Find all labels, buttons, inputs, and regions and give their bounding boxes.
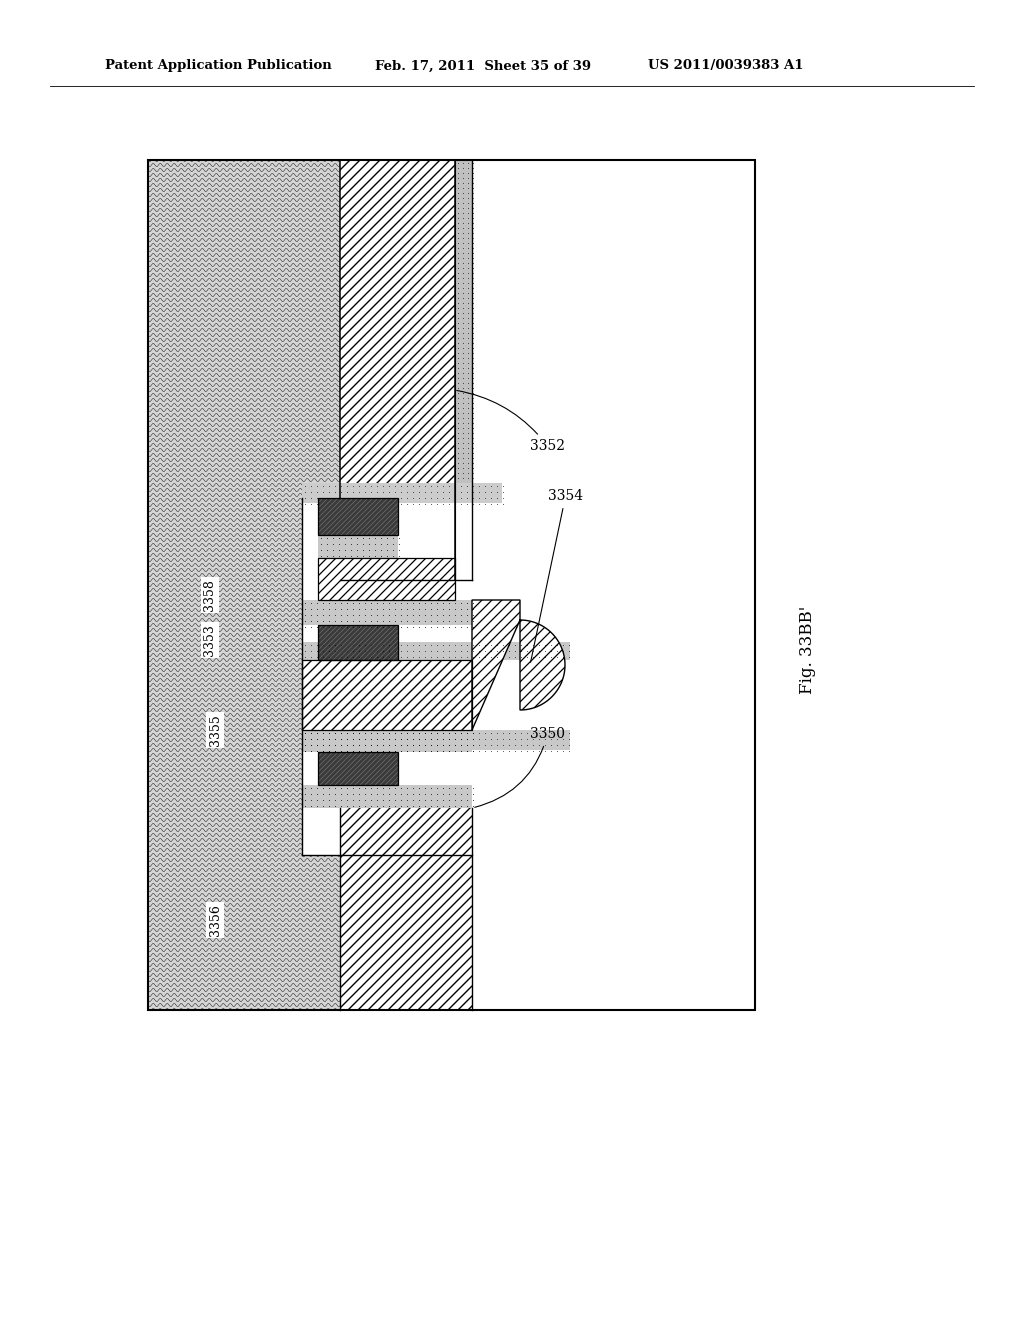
Bar [318,624,398,660]
Bar [455,160,472,579]
Bar [318,498,398,535]
Text: 3350: 3350 [475,727,565,808]
Bar [148,160,340,1010]
Bar [318,752,398,785]
Text: US 2011/0039383 A1: US 2011/0039383 A1 [648,59,804,73]
Bar [302,730,472,752]
Bar [318,558,455,601]
Bar [340,160,455,579]
Bar [302,660,472,730]
Bar [148,160,755,1010]
Bar [340,808,472,1010]
Text: Patent Application Publication: Patent Application Publication [105,59,332,73]
Bar [318,535,398,558]
Text: 3356: 3356 [209,904,221,936]
Bar [302,730,570,750]
Bar [318,498,398,535]
Text: Fig. 33BB': Fig. 33BB' [800,606,816,694]
Text: Feb. 17, 2011  Sheet 35 of 39: Feb. 17, 2011 Sheet 35 of 39 [375,59,591,73]
Bar [148,160,755,1010]
Text: 3358: 3358 [204,579,216,611]
Bar [318,752,398,785]
Bar [302,498,472,855]
Bar [302,785,472,808]
Bar [302,483,502,503]
Bar [302,660,472,730]
Bar [302,642,570,660]
Bar [472,498,755,579]
Polygon shape [472,601,565,730]
Bar [318,558,455,601]
Text: 3354: 3354 [530,488,583,663]
Bar [318,624,398,660]
Bar [302,601,472,624]
Text: 3352: 3352 [457,391,565,453]
Text: 3353: 3353 [204,624,216,656]
Text: 3355: 3355 [209,714,221,746]
Bar [472,579,755,1010]
